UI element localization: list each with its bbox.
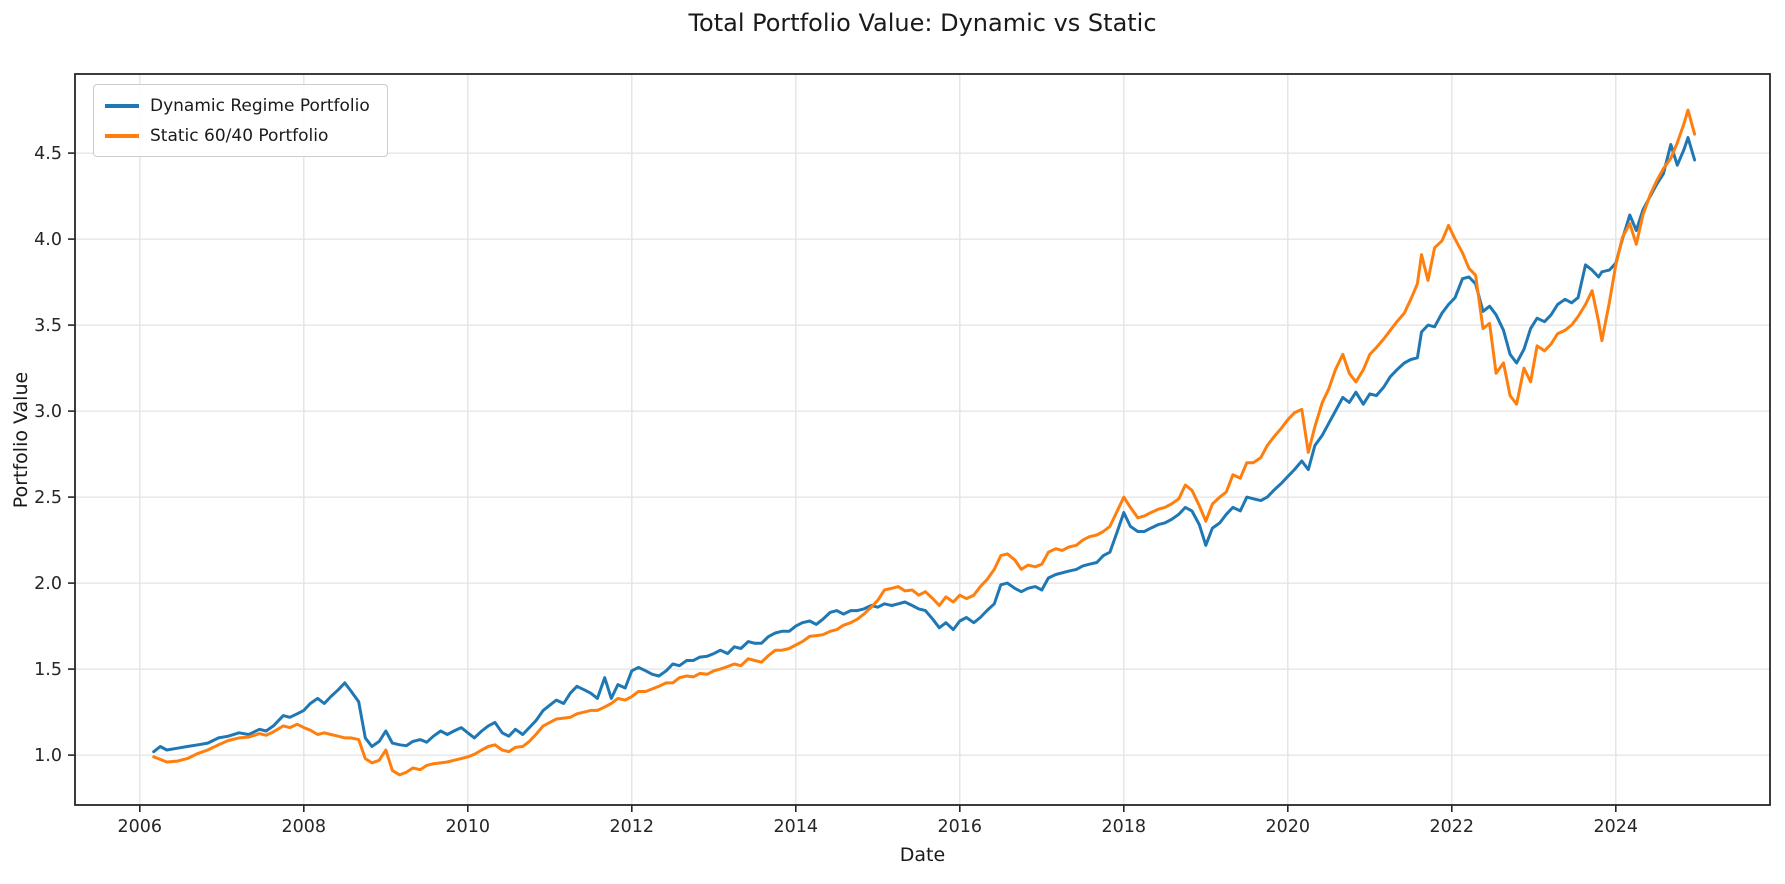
series-line-static <box>152 108 1697 777</box>
dynamic-line-swatch-icon <box>105 103 139 108</box>
x-tick-label: 2020 <box>1266 817 1311 837</box>
y-tick-label: 2.0 <box>34 574 62 594</box>
x-tick-label: 2006 <box>118 817 163 837</box>
y-tick-label: 4.0 <box>34 230 62 250</box>
y-axis-label: Portfolio Value <box>10 371 32 509</box>
x-tick-label: 2016 <box>938 817 983 837</box>
plot-frame <box>74 73 1771 806</box>
x-tick-label: 2024 <box>1594 817 1639 837</box>
series-line-dynamic <box>152 136 1697 754</box>
x-tick-label: 2022 <box>1430 817 1475 837</box>
y-tick-label: 4.5 <box>34 144 62 164</box>
x-tick-label: 2018 <box>1102 817 1147 837</box>
y-tick-label: 3.0 <box>34 402 62 422</box>
legend-item-dynamic: Dynamic Regime Portfolio <box>105 92 370 119</box>
x-tick-label: 2014 <box>774 817 819 837</box>
x-axis-label: Date <box>899 844 946 866</box>
legend-item-static: Static 60/40 Portfolio <box>105 122 370 149</box>
y-tick-label: 1.0 <box>34 746 62 766</box>
x-tick-label: 2010 <box>446 817 491 837</box>
y-tick-label: 1.5 <box>34 660 62 680</box>
x-tick-label: 2008 <box>282 817 327 837</box>
chart-title: Total Portfolio Value: Dynamic vs Static <box>688 9 1157 37</box>
x-tick-label: 2012 <box>610 817 655 837</box>
legend-label-dynamic: Dynamic Regime Portfolio <box>150 95 370 116</box>
y-tick-label: 3.5 <box>34 316 62 336</box>
y-tick-label: 2.5 <box>34 488 62 508</box>
legend: Dynamic Regime Portfolio Static 60/40 Po… <box>93 84 388 157</box>
static-line-swatch-icon <box>105 133 139 138</box>
legend-label-static: Static 60/40 Portfolio <box>150 125 329 146</box>
